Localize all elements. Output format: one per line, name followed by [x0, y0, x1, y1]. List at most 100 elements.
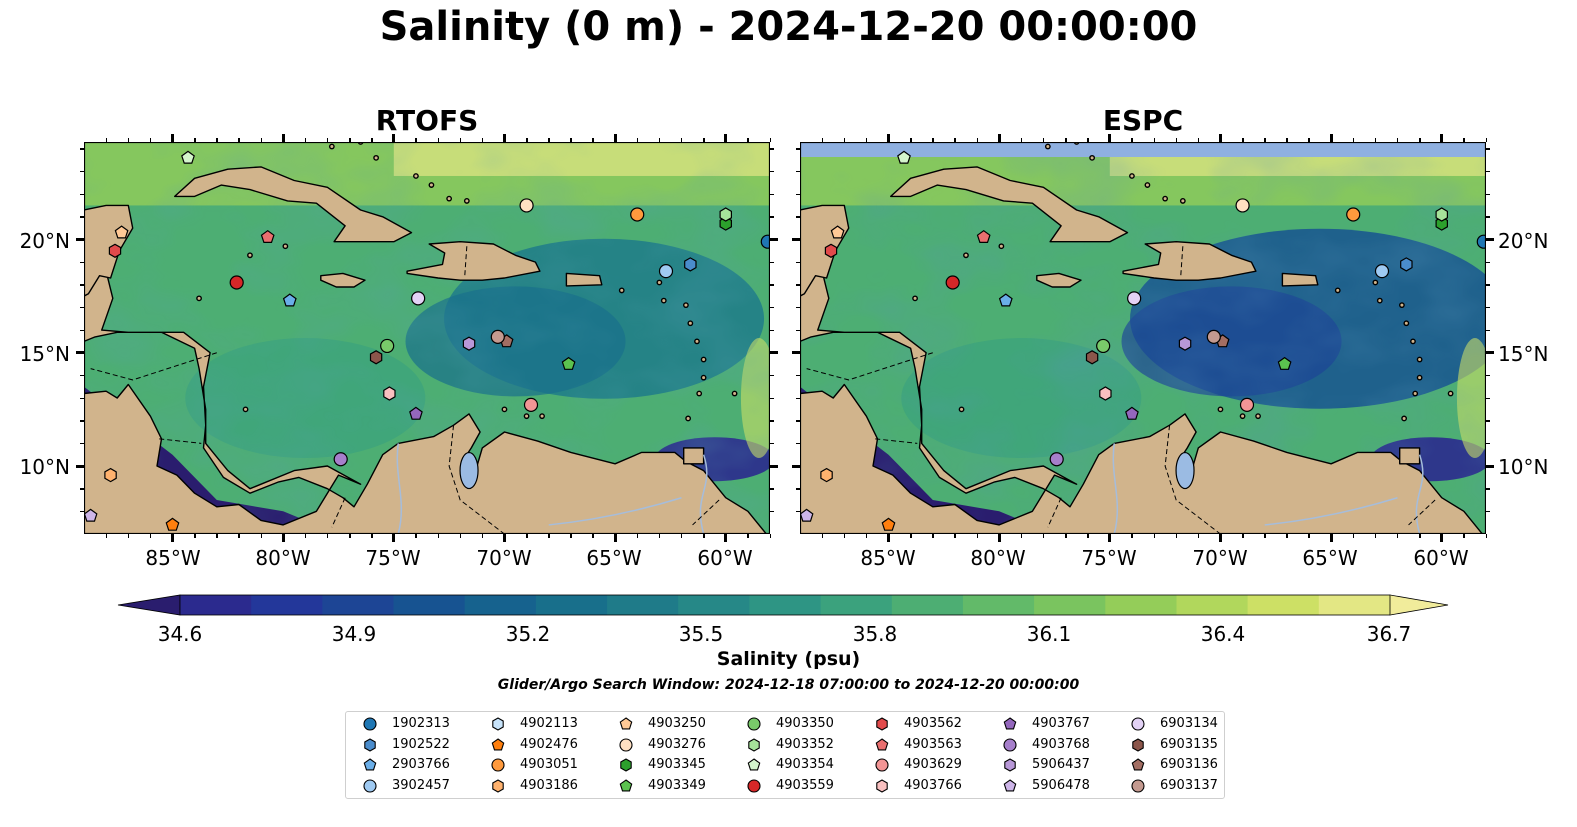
legend-label: 4903767: [1032, 716, 1090, 731]
landmass: [1399, 447, 1421, 465]
obs-marker-1902522: [1400, 257, 1413, 272]
colorbar-cell: [535, 595, 608, 615]
legend-marker-icon: [620, 758, 632, 772]
lon-minor-tick: [658, 534, 661, 538]
lon-minor-tick: [1020, 138, 1023, 142]
legend-label: 4903349: [648, 777, 706, 793]
lat-minor-tick: [80, 261, 84, 264]
lat-minor-tick: [80, 216, 84, 218]
legend-marker-icon: [363, 778, 377, 793]
lon-minor-tick: [260, 534, 263, 538]
obs-marker-6903137: [490, 329, 505, 344]
lat-tick-label: 10°N: [1498, 455, 1549, 479]
obs-marker-6903137: [1206, 329, 1221, 344]
lon-minor-tick: [592, 138, 594, 142]
lat-minor-tick: [1486, 442, 1490, 445]
no-data-band: [800, 142, 1486, 157]
lon-minor-tick: [1153, 534, 1156, 538]
legend-label: 5906437: [1032, 757, 1090, 772]
obs-marker-4903250: [830, 225, 845, 239]
colorbar-cell: [1105, 595, 1178, 615]
lat-minor-tick: [770, 397, 774, 400]
colorbar-cell: [180, 595, 252, 615]
obs-marker-4903562: [824, 243, 838, 258]
river: [699, 454, 708, 534]
small-island: [1376, 297, 1383, 304]
obs-marker-4903563: [976, 229, 991, 244]
river: [1264, 497, 1398, 526]
lon-minor-tick: [976, 534, 979, 538]
lon-minor-tick: [1042, 138, 1045, 142]
small-island: [1403, 320, 1410, 327]
river: [1112, 443, 1119, 534]
obs-marker-4903349: [561, 356, 576, 370]
lat-minor-tick: [1486, 284, 1490, 286]
landmass: [800, 250, 1486, 534]
lat-minor-tick: [80, 170, 84, 173]
lon-major-tick: [887, 534, 891, 542]
small-island: [1412, 390, 1419, 397]
small-island: [242, 406, 249, 413]
lon-tick-label: 85°W: [145, 546, 201, 570]
lon-minor-tick: [304, 534, 307, 538]
legend: 1902313 1902522 2903766 3902457 4902113 49024…: [345, 711, 1225, 799]
lon-minor-tick: [843, 534, 846, 538]
lon-minor-tick: [1374, 534, 1377, 538]
lat-minor-tick: [796, 216, 800, 218]
legend-label: 6903135: [1160, 736, 1218, 752]
land-masses: [800, 142, 1486, 534]
lat-minor-tick: [770, 329, 774, 332]
legend-label: 5906478: [1032, 777, 1090, 793]
small-island: [446, 195, 453, 202]
lat-minor-tick: [796, 193, 800, 196]
obs-marker-3902457: [1374, 264, 1390, 279]
legend-marker-icon: [875, 758, 889, 772]
lon-tick-label: 75°W: [1081, 546, 1137, 570]
lon-minor-tick: [415, 138, 417, 142]
lat-major-tick: [792, 351, 800, 355]
observation-markers: [800, 150, 1486, 531]
map-frame: [84, 142, 770, 534]
small-island: [685, 415, 692, 422]
obs-marker-5906437: [1178, 336, 1192, 351]
lon-minor-tick: [1308, 534, 1310, 538]
obs-marker-4902476: [165, 517, 180, 531]
lon-minor-tick: [680, 138, 683, 142]
colorbar-tick-label: 35.5: [678, 622, 724, 646]
lon-minor-tick: [1042, 534, 1045, 538]
lon-tick-label: 80°W: [970, 546, 1026, 570]
legend-label: 4903559: [776, 777, 834, 793]
legend-marker-icon: [747, 778, 761, 793]
lon-minor-tick: [326, 138, 329, 142]
lat-minor-tick: [1486, 148, 1490, 150]
lon-major-tick: [392, 134, 396, 142]
small-island: [501, 406, 508, 413]
legend-marker-icon: [1003, 778, 1017, 791]
obs-marker-4903354: [897, 150, 911, 164]
small-island: [247, 252, 253, 259]
lon-minor-tick: [680, 534, 683, 538]
border: [90, 246, 720, 534]
lon-minor-tick: [1131, 138, 1133, 142]
obs-marker-1902313: [760, 234, 770, 249]
lon-minor-tick: [216, 534, 218, 538]
colorbar-extend-low: [117, 594, 181, 616]
lat-tick-label: 20°N: [1498, 229, 1549, 253]
land-masses: [84, 142, 770, 534]
lon-minor-tick: [769, 138, 771, 142]
observation-markers: [84, 150, 770, 531]
lon-minor-tick: [1242, 138, 1244, 142]
lon-major-tick: [613, 134, 617, 142]
panel-title-espc: ESPC: [1102, 104, 1184, 137]
lon-minor-tick: [548, 534, 550, 538]
lon-minor-tick: [1020, 534, 1023, 538]
legend-marker-icon: [1003, 737, 1017, 752]
lat-tick-label: 15°N: [19, 342, 70, 366]
lon-minor-tick: [769, 534, 771, 538]
small-island: [1129, 173, 1135, 179]
river: [1415, 454, 1424, 534]
legend-label: 1902522: [392, 736, 450, 752]
lon-tick-label: 80°W: [255, 546, 311, 570]
lat-minor-tick: [770, 170, 774, 173]
colorbar-cell: [393, 595, 466, 615]
